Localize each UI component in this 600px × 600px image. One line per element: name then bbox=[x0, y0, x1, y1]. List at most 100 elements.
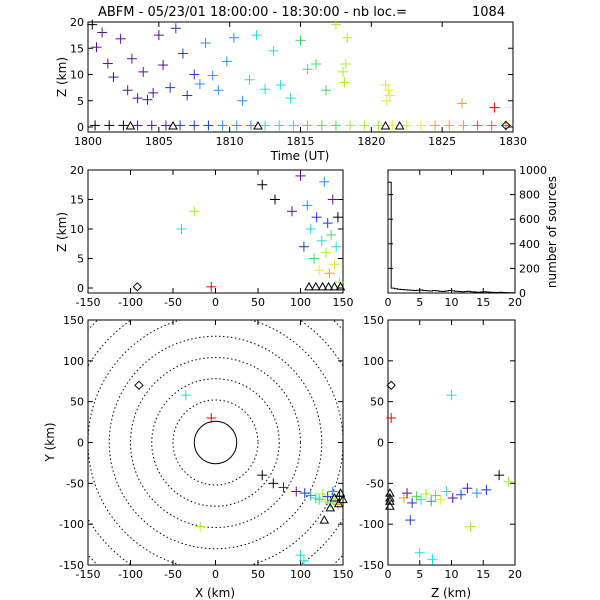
zy-source-mark bbox=[462, 483, 473, 494]
time-station-mark bbox=[380, 120, 391, 130]
time-ground-mark bbox=[146, 120, 157, 131]
time-ground-mark bbox=[430, 120, 441, 131]
time-ground-mark bbox=[401, 120, 412, 131]
hist-y-tick-label: 0 bbox=[519, 287, 526, 300]
zy-station-mark bbox=[385, 488, 395, 497]
xz-y-tick-label: 0 bbox=[77, 282, 84, 295]
time-y-tick-label: 20 bbox=[70, 16, 84, 29]
time-ground-mark bbox=[245, 120, 256, 131]
zy-panel-frame bbox=[387, 319, 516, 566]
xz-source-mark bbox=[316, 235, 327, 246]
hist-x-tick-label: 5 bbox=[416, 296, 423, 309]
hist-x-tick-label: 0 bbox=[385, 296, 392, 309]
xz-x-tick-label: -100 bbox=[118, 296, 143, 309]
xz-source-mark bbox=[295, 170, 306, 181]
zy-y-tick-label: -150 bbox=[359, 559, 384, 572]
time-source-mark bbox=[380, 80, 391, 90]
xz-source-mark bbox=[326, 229, 337, 240]
zy-source-mark bbox=[446, 390, 457, 401]
xz-station-mark bbox=[323, 281, 334, 291]
zy-y-tick-label: 100 bbox=[363, 355, 384, 368]
time-source-mark bbox=[126, 53, 137, 64]
time-source-mark bbox=[165, 82, 176, 93]
xy-source-mark bbox=[291, 486, 302, 497]
time-ground-mark bbox=[231, 120, 242, 131]
zy-source-mark bbox=[407, 497, 418, 508]
zy-y-tick-label: 50 bbox=[370, 396, 384, 409]
xy-station-mark bbox=[319, 515, 330, 524]
time-y-tick-label: 15 bbox=[70, 42, 84, 55]
zy-source-mark bbox=[503, 476, 514, 487]
hist-y-tick-label: 600 bbox=[519, 213, 540, 226]
xz-x-tick-label: 50 bbox=[251, 296, 265, 309]
zy-source-mark bbox=[465, 521, 476, 532]
time-y-tick-label: 10 bbox=[70, 69, 84, 82]
xy-y-tick-label: -150 bbox=[59, 559, 84, 572]
data-marks bbox=[87, 19, 516, 566]
time-source-mark bbox=[87, 19, 98, 30]
xy-source-mark bbox=[180, 390, 191, 401]
histogram-y-axis-label: number of sources bbox=[545, 176, 559, 288]
figure-title: ABFM - 05/23/01 18:00:00 - 18:30:00 - nb… bbox=[98, 5, 407, 20]
xy-y-tick-label: 100 bbox=[63, 355, 84, 368]
time-source-mark bbox=[153, 30, 164, 41]
zy-x-tick-label: 20 bbox=[508, 568, 522, 581]
time-station-mark bbox=[394, 120, 405, 130]
xy-source-mark bbox=[278, 482, 289, 493]
xz-x-tick-label: 0 bbox=[212, 296, 219, 309]
xy-source-mark bbox=[317, 488, 328, 499]
xy-panel-frame bbox=[87, 319, 344, 566]
xy-x-axis-label: X (km) bbox=[195, 586, 235, 600]
time-source-mark bbox=[489, 102, 500, 113]
time-source-mark bbox=[251, 30, 262, 41]
time-y-tick-label: 5 bbox=[77, 95, 84, 108]
time-x-tick-label: 1825 bbox=[428, 135, 456, 148]
xy-x-tick-label: -100 bbox=[118, 568, 143, 581]
zy-x-tick-label: 15 bbox=[476, 568, 490, 581]
xz-source-mark bbox=[270, 194, 280, 205]
xy-source-mark bbox=[299, 488, 310, 499]
zy-source-mark bbox=[447, 493, 458, 504]
zy-source-mark bbox=[402, 488, 413, 499]
time-ground-mark bbox=[387, 120, 398, 131]
xz-y-tick-label: 15 bbox=[70, 194, 84, 207]
xz-source-mark bbox=[321, 247, 331, 258]
time-ground-mark bbox=[359, 120, 370, 131]
time-source-mark bbox=[311, 59, 322, 69]
time-source-mark bbox=[383, 85, 394, 96]
time-ground-mark bbox=[486, 120, 497, 131]
xz-panel-frame bbox=[87, 169, 344, 294]
time-ground-mark bbox=[415, 120, 426, 131]
range-rings bbox=[88, 320, 343, 565]
xy-x-tick-label: 0 bbox=[212, 568, 219, 581]
xy-source-mark bbox=[314, 494, 325, 505]
zy-y-tick-label: 0 bbox=[377, 437, 384, 450]
time-source-mark bbox=[302, 64, 313, 75]
time-source-mark bbox=[275, 80, 286, 90]
xy-source-mark bbox=[322, 491, 333, 502]
time-ground-mark bbox=[203, 120, 214, 131]
zy-station-mark bbox=[385, 501, 395, 510]
time-source-mark bbox=[97, 27, 108, 38]
xz-source-mark bbox=[305, 224, 316, 234]
time-ground-mark bbox=[316, 120, 327, 131]
xz-source-mark bbox=[331, 241, 342, 252]
time-source-mark bbox=[381, 95, 392, 106]
time-station-mark bbox=[125, 120, 136, 130]
time-source-mark bbox=[182, 90, 193, 101]
time-source-mark bbox=[342, 32, 353, 43]
zy-station-mark bbox=[385, 493, 395, 502]
time-station-mark bbox=[168, 120, 178, 130]
time-source-mark bbox=[142, 94, 153, 105]
zy-station-mark bbox=[386, 380, 396, 391]
xz-station-mark bbox=[335, 281, 346, 291]
time-station-mark bbox=[501, 120, 511, 131]
xy-y-tick-label: 150 bbox=[63, 314, 84, 327]
zy-source-mark bbox=[416, 494, 427, 505]
time-ground-mark bbox=[288, 120, 299, 131]
time-ground-mark bbox=[118, 120, 129, 131]
xz-source-mark bbox=[334, 277, 345, 288]
time-source-mark bbox=[170, 23, 181, 34]
time-source-mark bbox=[340, 59, 351, 69]
